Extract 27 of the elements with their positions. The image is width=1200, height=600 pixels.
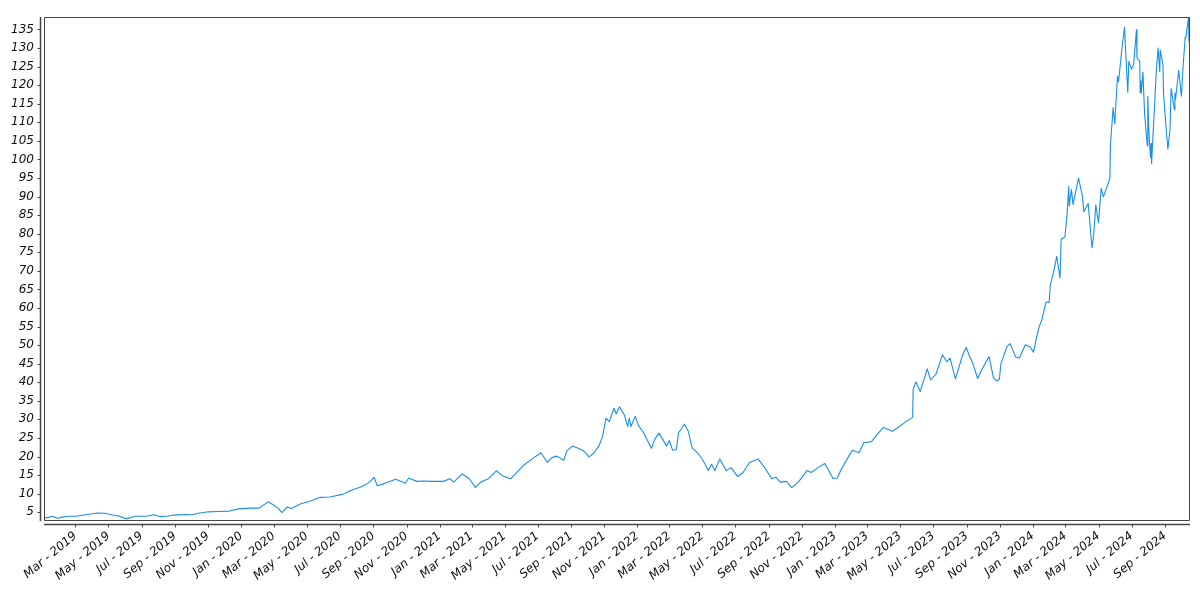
y-tick-label: 120 xyxy=(11,77,35,92)
y-tick-label: 90 xyxy=(18,188,35,203)
y-tick-label: 125 xyxy=(11,58,34,73)
y-tick-label: 135 xyxy=(11,21,34,36)
y-tick-label: 5 xyxy=(26,504,34,519)
y-tick-label: 80 xyxy=(18,225,35,240)
y-tick-label: 115 xyxy=(11,95,34,110)
y-tick-label: 35 xyxy=(18,392,34,407)
y-tick-label: 105 xyxy=(11,132,34,147)
y-tick-label: 95 xyxy=(18,170,34,185)
y-tick-label: 15 xyxy=(18,467,34,482)
y-tick-label: 45 xyxy=(18,355,34,370)
y-tick-label: 60 xyxy=(18,300,35,315)
y-tick-label: 75 xyxy=(18,244,34,259)
y-tick-label: 50 xyxy=(18,337,35,352)
y-tick-label: 85 xyxy=(18,207,34,222)
y-tick-label: 25 xyxy=(18,430,34,445)
y-tick-label: 65 xyxy=(18,281,34,296)
y-tick-label: 20 xyxy=(18,448,35,463)
y-tick-label: 30 xyxy=(18,411,35,426)
y-tick-label: 100 xyxy=(11,151,35,166)
y-tick-label: 55 xyxy=(18,318,34,333)
y-tick-label: 110 xyxy=(11,114,35,129)
y-tick-label: 70 xyxy=(18,262,35,277)
y-tick-label: 40 xyxy=(18,374,35,389)
y-tick-label: 10 xyxy=(18,485,35,500)
y-tick-label: 130 xyxy=(11,40,35,55)
